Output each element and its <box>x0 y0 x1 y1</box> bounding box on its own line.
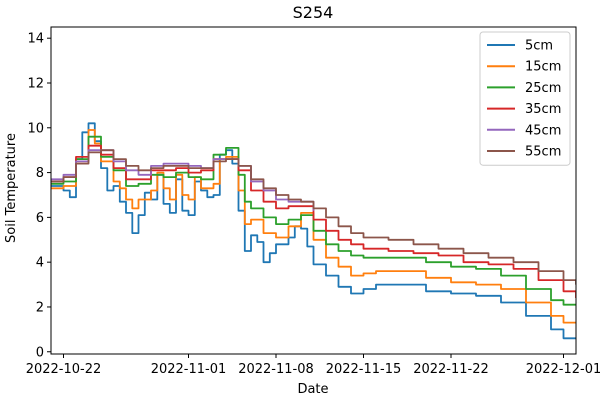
x-tick-label: 2022-12-01 <box>526 362 600 377</box>
legend-label-25cm: 25cm <box>525 81 561 96</box>
x-tick-label: 2022-11-22 <box>413 362 489 377</box>
y-tick-label: 0 <box>36 345 44 360</box>
x-tick-label: 2022-10-22 <box>26 362 102 377</box>
series-line-45cm <box>51 149 315 211</box>
y-axis-label: Soil Temperature <box>4 133 19 243</box>
x-axis-label: Date <box>297 382 328 397</box>
y-tick-label: 4 <box>36 256 44 271</box>
axes: 0 2 4 6 8 10 12 14 2022-10-22 2022-11-01 2022-11-0… <box>26 26 600 377</box>
chart-title: S254 <box>293 3 334 22</box>
x-tick-label: 2022-11-08 <box>238 362 314 377</box>
y-tick-label: 2 <box>36 300 44 315</box>
series-line-55cm <box>51 149 576 285</box>
y-tick-label: 12 <box>27 76 44 91</box>
y-tick-label: 8 <box>36 166 44 181</box>
legend: 5cm 15cm 25cm 35cm 45cm 55cm <box>479 31 571 166</box>
x-tick-label: 2022-11-15 <box>326 362 402 377</box>
series-line-35cm <box>51 144 576 298</box>
y-tick-label: 6 <box>36 211 44 226</box>
legend-label-35cm: 35cm <box>525 102 561 117</box>
legend-label-45cm: 45cm <box>525 123 561 138</box>
y-tick-label: 10 <box>27 121 44 136</box>
legend-label-15cm: 15cm <box>525 60 561 75</box>
y-tick-label: 14 <box>27 32 44 47</box>
plot-frame <box>50 26 577 355</box>
legend-label-55cm: 55cm <box>525 145 561 160</box>
legend-label-5cm: 5cm <box>525 39 553 54</box>
plot-area <box>51 122 576 340</box>
x-tick-label: 2022-11-01 <box>151 362 227 377</box>
